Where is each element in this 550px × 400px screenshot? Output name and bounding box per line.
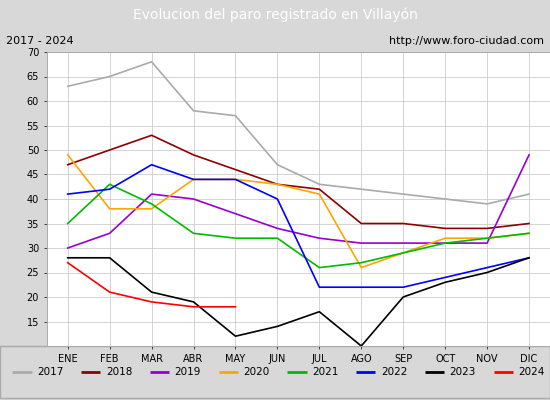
Text: 2022: 2022 <box>381 367 407 377</box>
Text: 2023: 2023 <box>450 367 476 377</box>
Text: 2019: 2019 <box>175 367 201 377</box>
Text: 2018: 2018 <box>106 367 132 377</box>
Text: http://www.foro-ciudad.com: http://www.foro-ciudad.com <box>389 36 544 46</box>
Text: 2017: 2017 <box>37 367 63 377</box>
Text: 2024: 2024 <box>518 367 544 377</box>
Text: 2017 - 2024: 2017 - 2024 <box>6 36 73 46</box>
Text: 2020: 2020 <box>243 367 270 377</box>
Text: Evolucion del paro registrado en Villayón: Evolucion del paro registrado en Villayó… <box>133 8 417 22</box>
Text: 2021: 2021 <box>312 367 338 377</box>
